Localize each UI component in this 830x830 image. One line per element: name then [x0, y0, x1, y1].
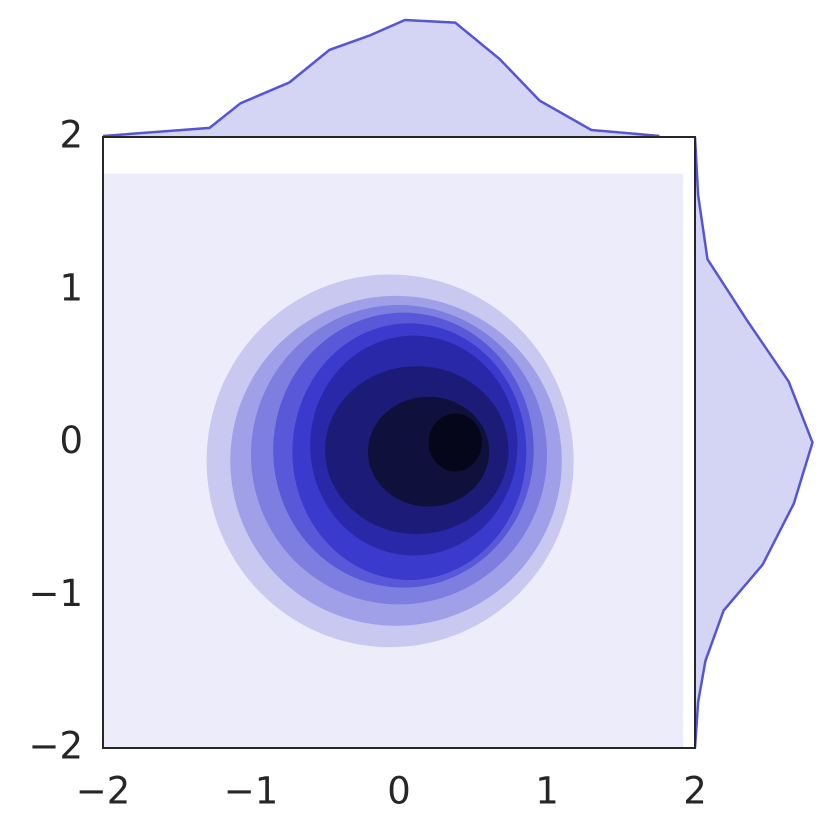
x-tick-label: 2 — [683, 770, 707, 813]
y-tick-label: −1 — [28, 572, 83, 615]
y-tick-label: 0 — [59, 419, 83, 462]
marginal-y-line — [693, 136, 814, 749]
y-tick-label: 2 — [59, 114, 83, 157]
contour — [428, 413, 482, 472]
y-tick-label: 1 — [59, 266, 83, 309]
x-tick-label: 0 — [387, 770, 411, 813]
plot-frame — [102, 136, 696, 749]
x-tick-label: −2 — [76, 770, 131, 813]
x-tick-label: −1 — [224, 770, 279, 813]
x-tick-label: 1 — [535, 770, 559, 813]
y-tick-label: −2 — [28, 725, 83, 768]
marginal-x-area — [103, 20, 660, 137]
marginal-y-area — [695, 137, 813, 748]
marginal-x-line — [102, 18, 660, 138]
